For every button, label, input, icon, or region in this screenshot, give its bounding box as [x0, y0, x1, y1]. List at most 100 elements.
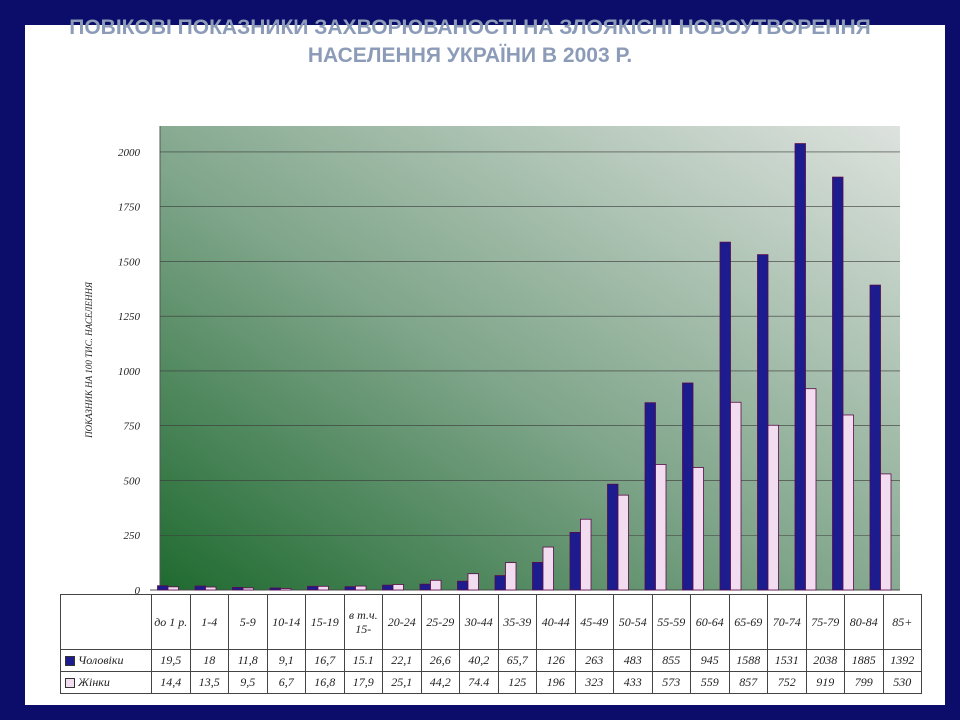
value-cell: 530	[882, 671, 922, 694]
bar	[344, 586, 356, 591]
value-cell: 1392	[882, 649, 922, 672]
bar	[719, 241, 731, 591]
legend-cell: Чоловіки	[60, 649, 152, 672]
bar	[505, 562, 517, 591]
bar	[730, 401, 742, 591]
bar	[307, 585, 319, 591]
bar	[194, 585, 206, 591]
data-table: до 1 р. 1-4 5-9 10-14 15-19 в т.ч. 15- 20-24 25…	[60, 594, 922, 694]
value-cell: 1588	[728, 649, 768, 672]
x-tick-label: 10-14	[266, 594, 306, 650]
value-cell: 40,2	[459, 649, 499, 672]
value-cell: 2038	[805, 649, 845, 672]
value-cell: 1885	[844, 649, 884, 672]
value-cell: 17,9	[343, 671, 383, 694]
legend-label: Жінки	[78, 675, 110, 689]
bar	[430, 579, 442, 591]
bar	[569, 531, 581, 591]
x-tick-label: 65-69	[728, 594, 768, 650]
x-tick-label: до 1 р.	[151, 594, 191, 650]
legend-label: Чоловіки	[78, 653, 124, 667]
bar	[280, 588, 292, 591]
legend-cell: Жінки	[60, 671, 152, 694]
bar	[205, 586, 217, 591]
category-row: до 1 р. 1-4 5-9 10-14 15-19 в т.ч. 15- 20-24 25…	[60, 594, 922, 650]
bar	[655, 464, 667, 591]
bar	[494, 575, 506, 591]
x-tick-label: 35-39	[497, 594, 537, 650]
value-cell: 433	[613, 671, 653, 694]
y-axis-label: ПОКАЗНИК НА 100 ТИС. НАСЕЛЕННЯ	[84, 281, 94, 439]
x-tick-label: 15-19	[305, 594, 345, 650]
value-cell: 1531	[767, 649, 807, 672]
x-tick-label: 30-44	[459, 594, 499, 650]
value-cell: 919	[805, 671, 845, 694]
x-tick-label: 20-24	[382, 594, 422, 650]
y-tick-label: 1750	[118, 202, 141, 214]
value-cell: 573	[651, 671, 691, 694]
x-tick-label: 50-54	[613, 594, 653, 650]
x-tick-label: 45-49	[574, 594, 614, 650]
x-tick-label: в т.ч. 15-	[343, 594, 383, 650]
value-row: Жінки 14,4 13,5 9,5 6,7 16,8 17,9 25,1 44,2 74.4 1…	[60, 671, 922, 694]
y-tick-label: 250	[124, 530, 141, 542]
value-cell: 13,5	[189, 671, 229, 694]
value-row: Чоловіки 19,5 18 11,8 9,1 16,7 15.1 22,1 26,6 40,…	[60, 649, 922, 672]
bar	[580, 518, 592, 591]
y-tick-label: 0	[135, 585, 141, 597]
bar	[355, 585, 367, 591]
x-tick-label: 1-4	[189, 594, 229, 650]
bar	[269, 587, 281, 591]
value-cell: 15.1	[343, 649, 383, 672]
bar	[382, 584, 394, 591]
bar	[805, 388, 817, 591]
bar	[682, 382, 694, 591]
bar	[880, 473, 892, 591]
bar	[644, 402, 656, 591]
bar	[457, 580, 469, 591]
value-cell: 752	[767, 671, 807, 694]
value-cell: 22,1	[382, 649, 422, 672]
value-cell: 65,7	[497, 649, 537, 672]
y-tick-label: 1000	[118, 366, 141, 378]
value-cell: 125	[497, 671, 537, 694]
value-cell: 9,5	[228, 671, 268, 694]
value-cell: 18	[189, 649, 229, 672]
bar	[419, 583, 431, 591]
bar	[467, 573, 479, 591]
legend-swatch	[65, 656, 75, 667]
value-cell: 483	[613, 649, 653, 672]
value-cell: 559	[690, 671, 730, 694]
value-cell: 14,4	[151, 671, 191, 694]
y-tick-label: 750	[124, 421, 141, 433]
plot-background	[160, 126, 900, 590]
x-tick-label: 75-79	[805, 594, 845, 650]
value-cell: 16,8	[305, 671, 345, 694]
bar	[157, 585, 169, 591]
x-tick-label: 55-59	[651, 594, 691, 650]
value-cell: 263	[574, 649, 614, 672]
value-cell: 323	[574, 671, 614, 694]
bar	[542, 546, 554, 591]
value-cell: 945	[690, 649, 730, 672]
bar	[242, 587, 254, 591]
x-tick-label: 5-9	[228, 594, 268, 650]
value-cell: 9,1	[266, 649, 306, 672]
x-tick-label: 60-64	[690, 594, 730, 650]
corner-cell	[60, 594, 152, 650]
value-cell: 855	[651, 649, 691, 672]
value-cell: 6,7	[266, 671, 306, 694]
bar	[392, 584, 404, 591]
bar	[232, 587, 244, 591]
x-tick-label: 40-44	[536, 594, 576, 650]
x-tick-label: 70-74	[767, 594, 807, 650]
value-cell: 11,8	[228, 649, 268, 672]
bar	[317, 585, 329, 591]
value-cell: 26,6	[420, 649, 460, 672]
y-tick-label: 500	[124, 475, 141, 487]
bar	[767, 424, 779, 591]
bar	[794, 143, 806, 591]
value-cell: 19,5	[151, 649, 191, 672]
bar	[832, 176, 844, 591]
